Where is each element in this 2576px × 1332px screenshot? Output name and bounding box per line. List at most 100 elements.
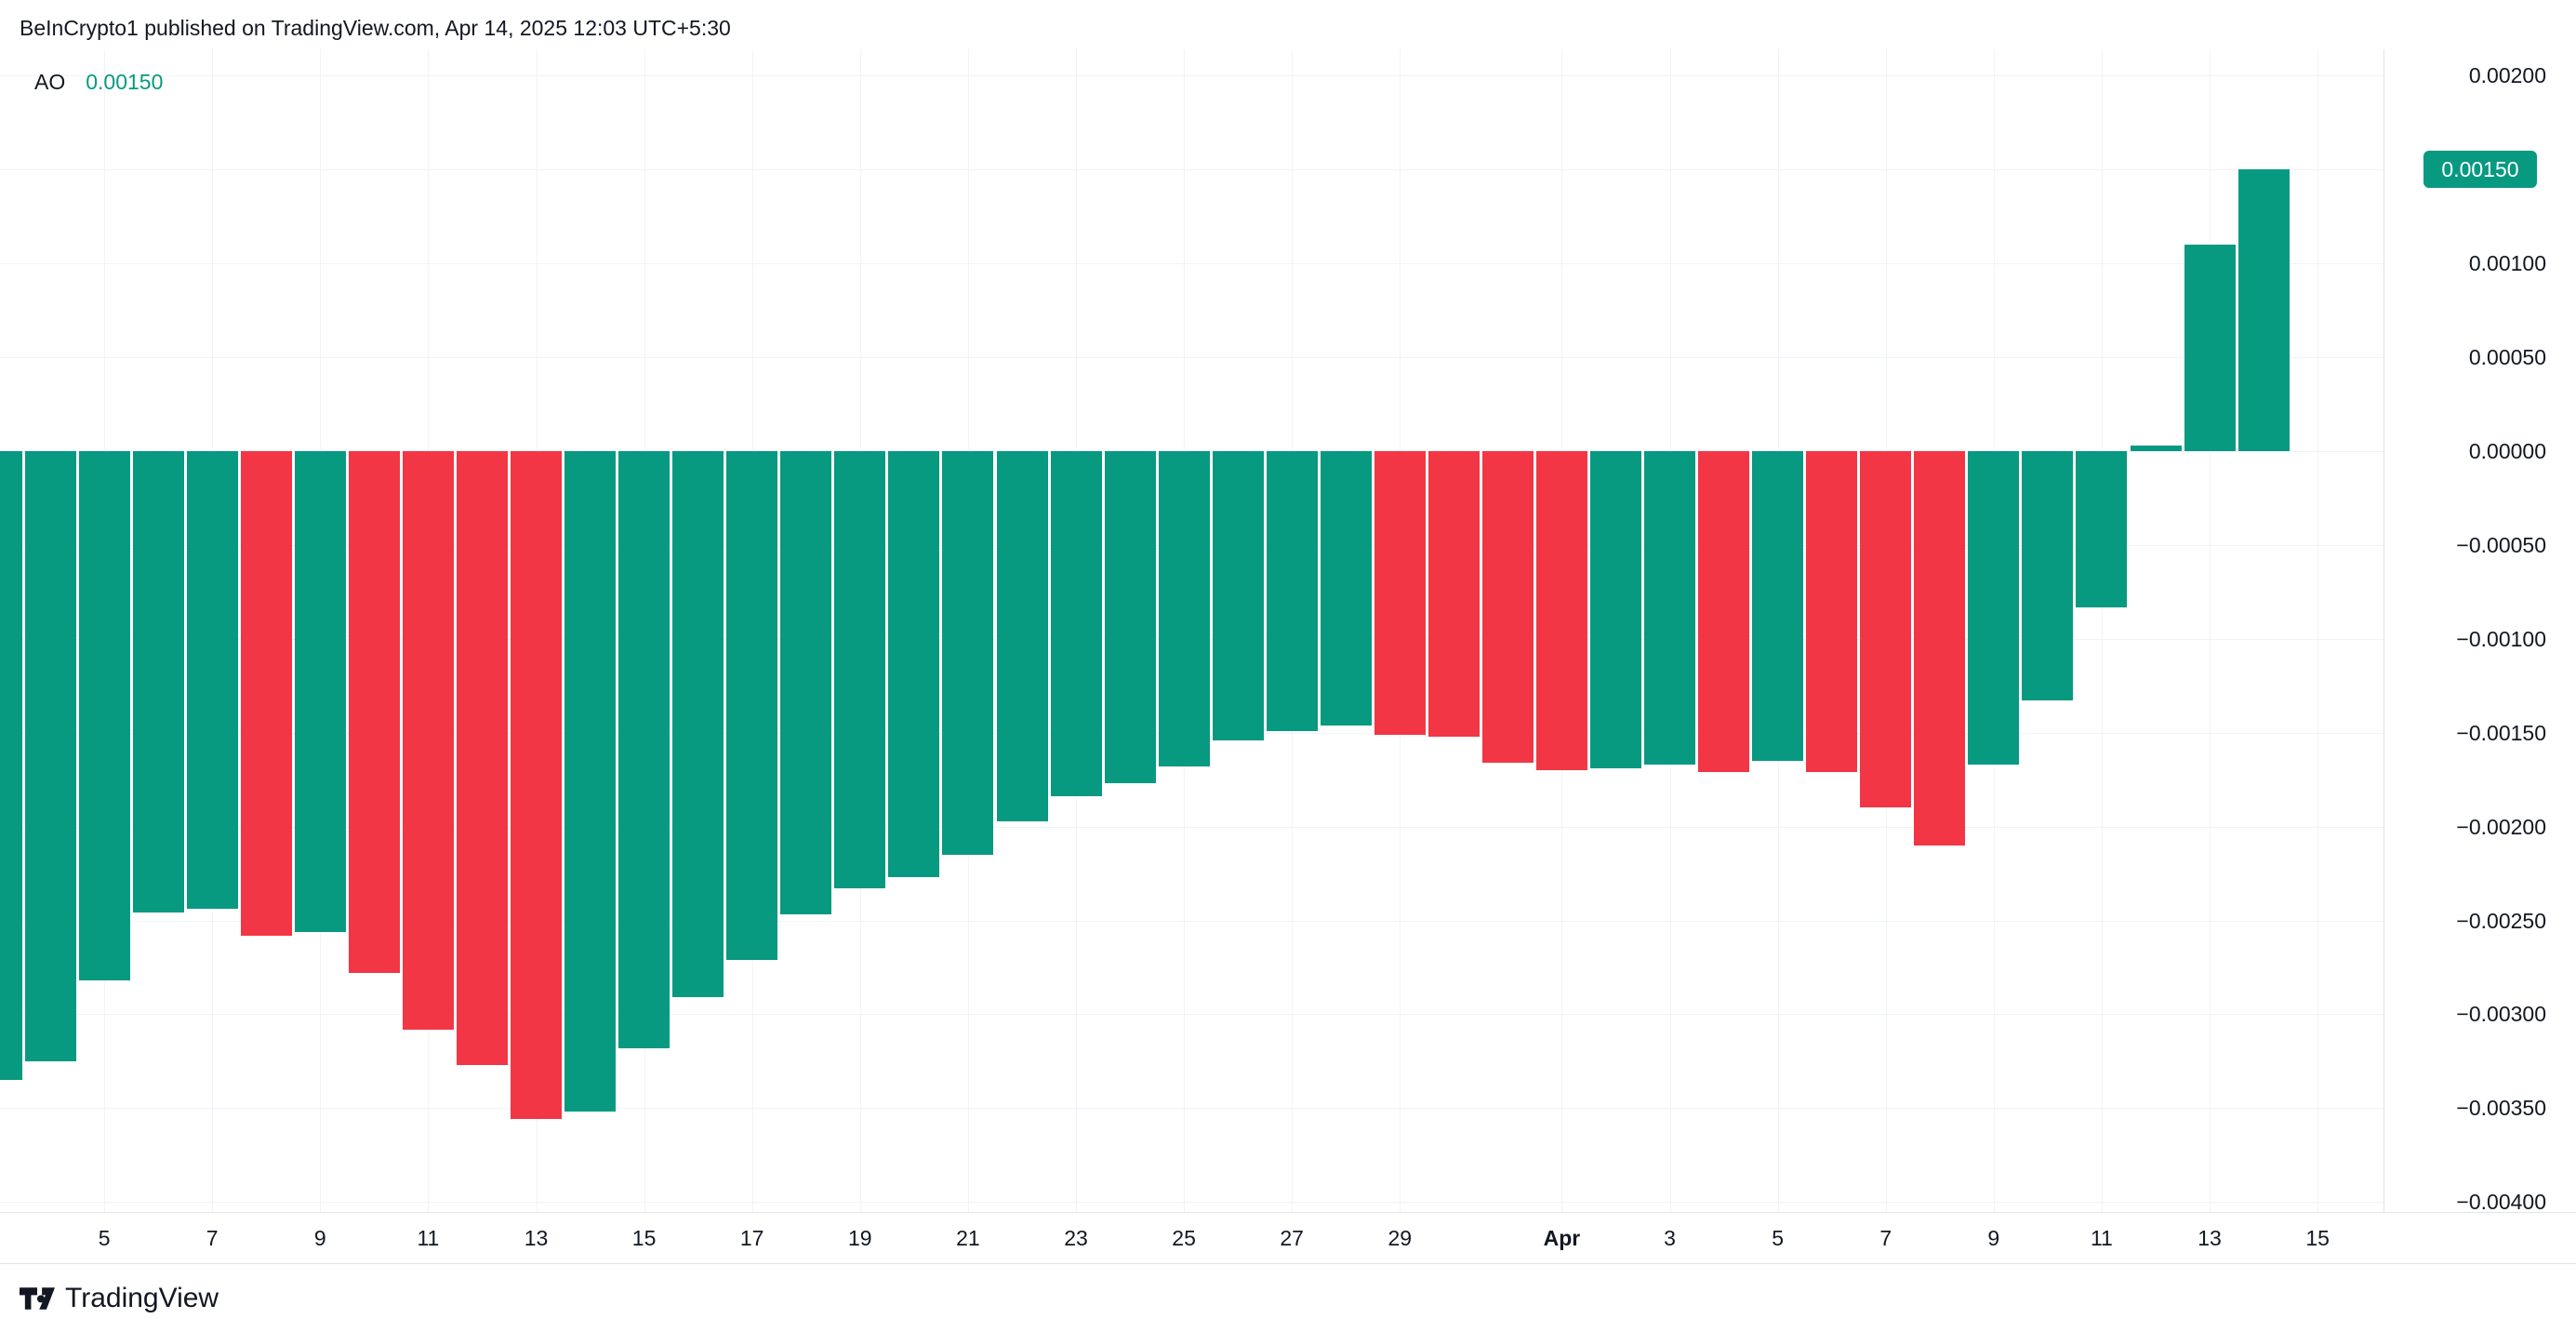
- ao-histogram-bar: [996, 451, 1048, 821]
- time-axis-label: 15: [2305, 1226, 2330, 1250]
- ao-histogram-bar: [78, 451, 130, 981]
- ao-histogram-bar: [1320, 451, 1372, 726]
- ao-histogram-bar: [1104, 451, 1156, 784]
- gridline-horizontal: [0, 826, 2383, 828]
- time-axis-label: 13: [2198, 1226, 2222, 1250]
- gridline-vertical: [2101, 49, 2103, 1212]
- time-axis-label: 7: [1879, 1226, 1892, 1250]
- price-axis-label: −0.00050: [2456, 532, 2546, 557]
- ao-histogram-bar: [1158, 451, 1210, 766]
- time-axis-label: 5: [1772, 1226, 1784, 1250]
- time-axis-label: 17: [739, 1226, 764, 1250]
- tradingview-logo-icon: [20, 1287, 55, 1310]
- time-axis-bottom-border: [0, 1263, 2576, 1264]
- ao-histogram-bar: [942, 451, 994, 855]
- ao-histogram-bar: [1427, 451, 1480, 737]
- ao-histogram-bar: [402, 451, 454, 1030]
- ao-histogram-bar: [1968, 451, 2020, 765]
- price-axis-label: −0.00200: [2456, 814, 2546, 839]
- ao-histogram-bar: [294, 451, 346, 932]
- ao-histogram-bar: [1914, 451, 1966, 846]
- ao-histogram-bar: [132, 451, 184, 913]
- gridline-horizontal: [0, 75, 2383, 77]
- indicator-legend[interactable]: AO 0.00150: [34, 69, 163, 95]
- price-axis-label: −0.00400: [2456, 1190, 2546, 1215]
- ao-histogram-bar: [888, 451, 940, 878]
- ao-histogram-bar: [2130, 445, 2182, 451]
- ao-histogram-bar: [1050, 451, 1102, 797]
- ao-histogram-bar: [24, 451, 76, 1061]
- attribution-text: BeInCrypto1 published on TradingView.com…: [20, 16, 731, 40]
- ao-histogram-bar: [240, 451, 292, 936]
- price-axis-label: 0.00000: [2468, 439, 2546, 463]
- ao-histogram-bar: [1860, 451, 1912, 808]
- ao-histogram-bar: [1481, 451, 1534, 763]
- ao-histogram-bar: [348, 451, 400, 973]
- ao-histogram-bar: [511, 451, 562, 1120]
- price-axis-label: −0.00300: [2456, 1002, 2546, 1027]
- ao-histogram-bar: [1752, 451, 1804, 761]
- time-axis[interactable]: 5 7 9 11 13 15 17 19 21 23 25 27 29 Apr 3 5 7 9 11 13 15: [0, 1213, 2576, 1263]
- ao-histogram-bar: [1535, 451, 1587, 771]
- price-axis-label: 0.00200: [2468, 63, 2546, 88]
- time-axis-label: 19: [848, 1226, 872, 1250]
- ao-histogram-bar: [1374, 451, 1426, 735]
- price-axis-label: −0.00150: [2456, 720, 2546, 745]
- ao-histogram-bar: [456, 451, 508, 1065]
- time-axis-label: 9: [313, 1226, 326, 1250]
- ao-histogram-bar: [618, 451, 671, 1048]
- time-axis-label: 27: [1280, 1226, 1304, 1250]
- gridline-horizontal: [0, 169, 2383, 171]
- gridline-horizontal: [0, 1202, 2383, 1204]
- time-axis-label: 21: [956, 1226, 980, 1250]
- last-value-badge: 0.00150: [2423, 151, 2537, 189]
- time-axis-top-border: [0, 1212, 2576, 1213]
- plot-area[interactable]: [0, 49, 2383, 1212]
- indicator-name: AO: [34, 70, 66, 94]
- price-axis[interactable]: 0.00150 0.00200 0.00100 0.00050 0.00000 −0.0…: [2384, 49, 2576, 1214]
- time-axis-label: 13: [524, 1226, 549, 1250]
- ao-histogram-bar: [564, 451, 616, 1112]
- indicator-value: 0.00150: [86, 70, 164, 94]
- time-axis-label: 29: [1388, 1226, 1413, 1250]
- gridline-horizontal: [0, 357, 2383, 359]
- ao-histogram-bar: [2184, 245, 2236, 451]
- time-axis-label: 23: [1064, 1226, 1088, 1250]
- time-axis-label: 9: [1987, 1226, 2000, 1250]
- ao-histogram-bar: [834, 451, 886, 889]
- price-axis-label: −0.00250: [2456, 908, 2546, 933]
- ao-histogram-bar: [1644, 451, 1695, 765]
- price-axis-border: [2383, 49, 2384, 1263]
- ao-histogram-bar: [1806, 451, 1858, 773]
- ao-histogram-bar: [726, 451, 778, 960]
- ao-histogram-bar: [2076, 451, 2128, 607]
- time-axis-label: 11: [417, 1226, 440, 1250]
- ao-histogram-bar: [1590, 451, 1641, 768]
- time-axis-label: 11: [2090, 1226, 2113, 1250]
- gridline-horizontal: [0, 1108, 2383, 1110]
- gridline-horizontal: [0, 1014, 2383, 1016]
- time-axis-label: 25: [1172, 1226, 1196, 1250]
- ao-histogram-bar: [1266, 451, 1318, 731]
- gridline-vertical: [2317, 49, 2319, 1212]
- price-axis-label: −0.00350: [2456, 1096, 2546, 1121]
- ao-histogram-bar: [0, 451, 22, 1080]
- tradingview-attribution-logo[interactable]: TradingView: [20, 1276, 219, 1321]
- ao-histogram-bar: [2237, 169, 2290, 451]
- ao-histogram-bar: [186, 451, 238, 910]
- ao-histogram-bar: [780, 451, 832, 915]
- gridline-horizontal: [0, 263, 2383, 265]
- time-axis-label: 15: [631, 1226, 657, 1250]
- tradingview-wordmark: TradingView: [65, 1283, 219, 1313]
- price-axis-label: −0.00100: [2456, 626, 2546, 651]
- gridline-vertical: [2210, 49, 2211, 1212]
- time-axis-label: 5: [98, 1226, 111, 1250]
- time-axis-label: Apr: [1543, 1226, 1581, 1250]
- gridline-horizontal: [0, 920, 2383, 922]
- price-axis-label: 0.00050: [2468, 345, 2546, 370]
- ao-histogram-bar: [672, 451, 724, 998]
- time-axis-label: 3: [1664, 1226, 1676, 1250]
- ao-histogram-bar: [1212, 451, 1264, 740]
- price-axis-label: 0.00100: [2468, 251, 2546, 276]
